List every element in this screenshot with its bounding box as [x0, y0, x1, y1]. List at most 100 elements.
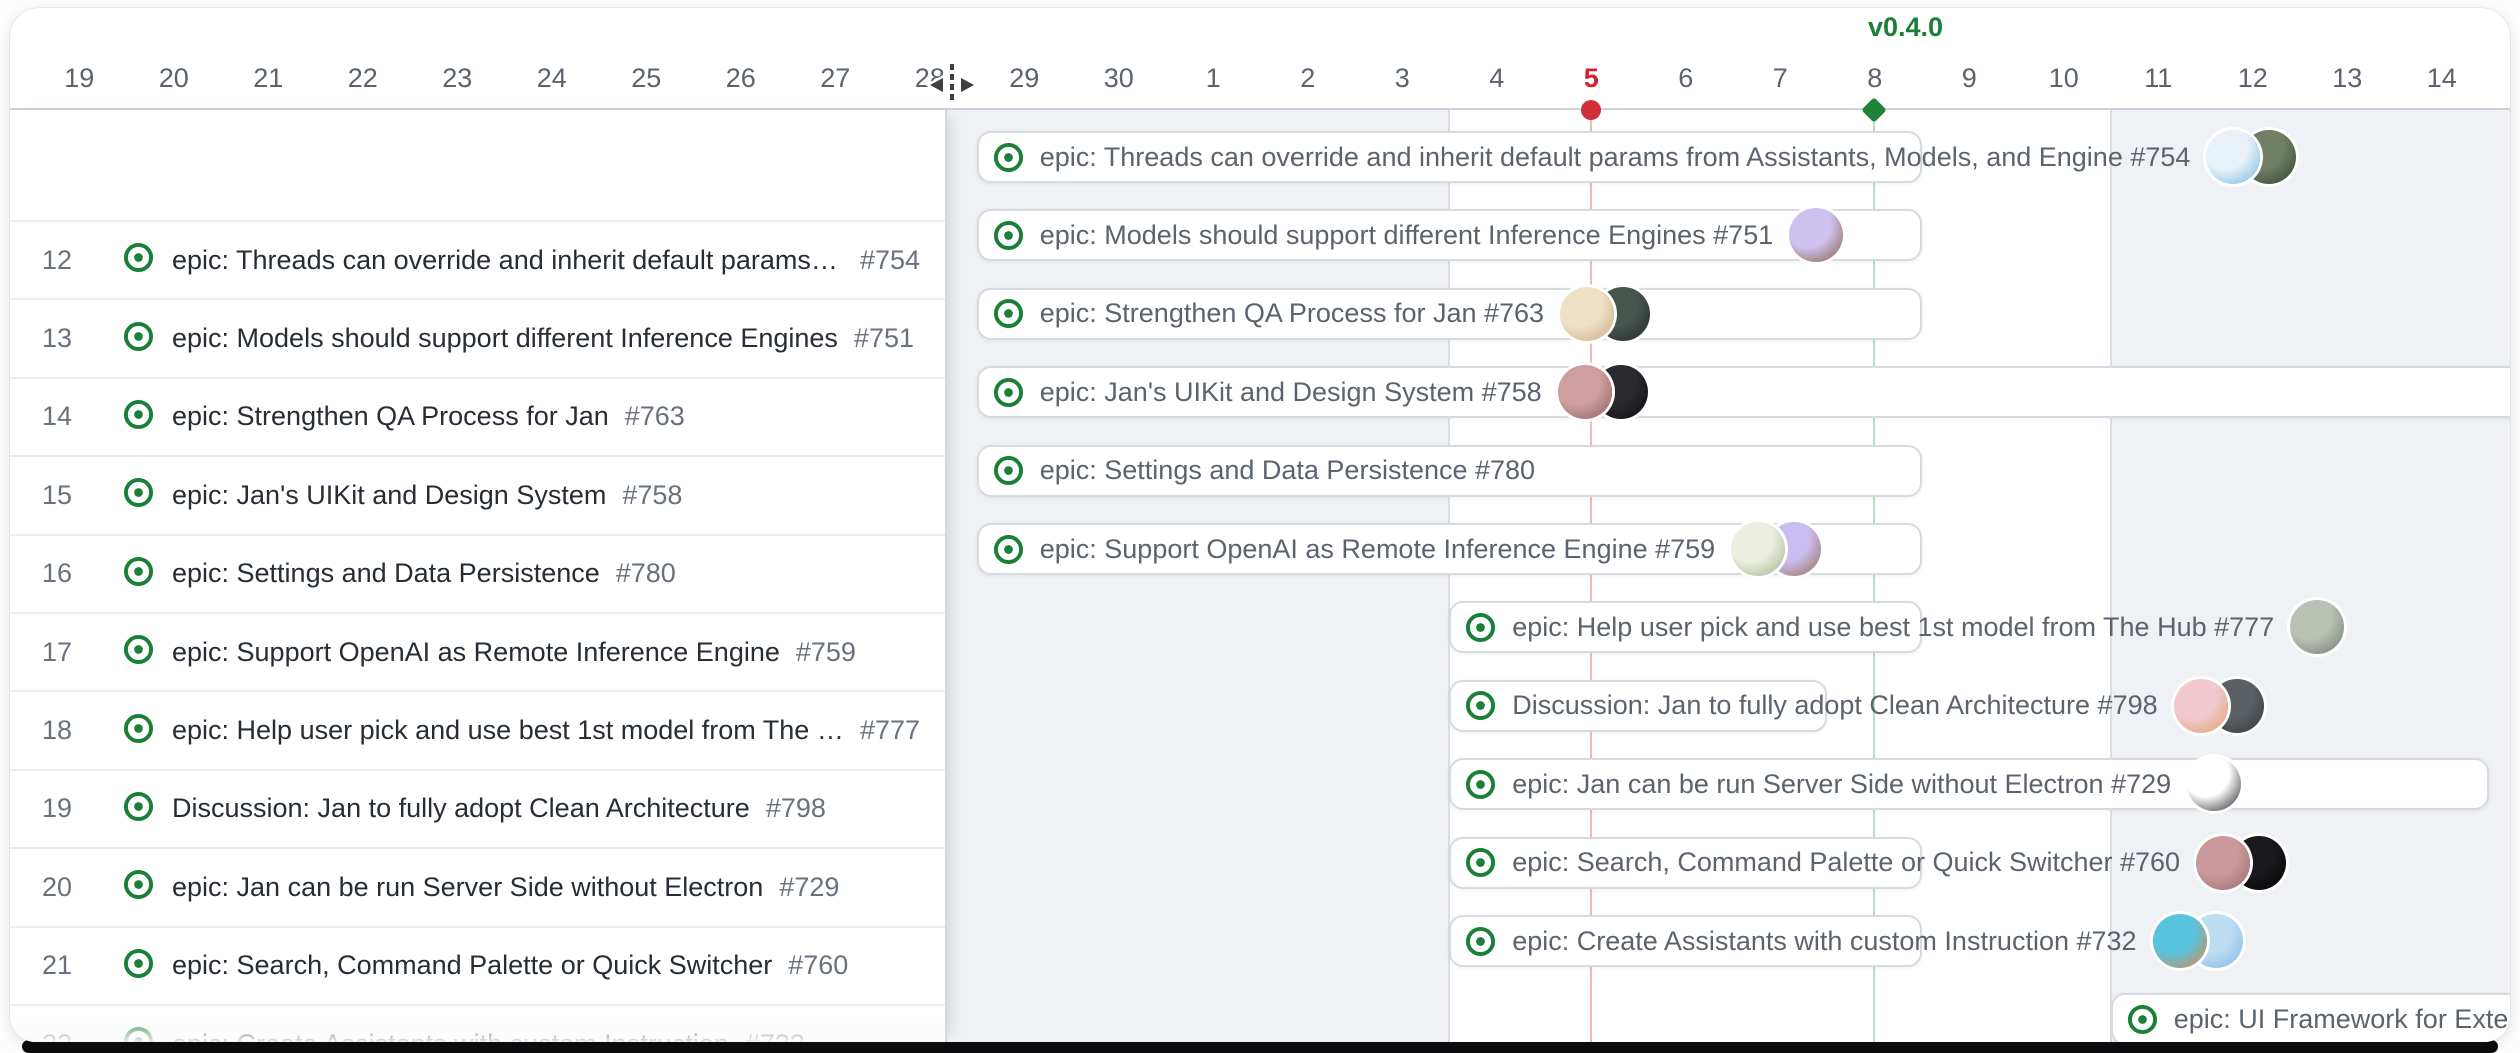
milestone-label[interactable]: v0.4.0: [1868, 12, 1944, 42]
table-row-issue-777[interactable]: 18 epic: Help user pick and use best 1st …: [10, 690, 945, 769]
timeline-bar-issue-729[interactable]: epic: Jan can be run Server Side without…: [1449, 757, 2489, 812]
issues-table-panel: 23epic: UI Framework for Extensions#7572…: [10, 110, 947, 1042]
open-issue-icon: [123, 635, 154, 665]
timeline-bar-issue-759[interactable]: epic: Support OpenAI as Remote Inference…: [976, 522, 1922, 576]
open-issue-icon: [123, 399, 154, 430]
day-label-27: 27: [820, 63, 851, 93]
issue-number: #759: [795, 636, 856, 667]
week-gridline-2: [2110, 110, 2112, 1042]
open-issue-icon: [123, 948, 154, 978]
week-gridline-1: [1448, 110, 1450, 1042]
issue-title[interactable]: epic: Help user pick and use best 1st mo…: [172, 715, 844, 746]
header-divider: [10, 108, 2510, 110]
table-row-issue-758[interactable]: 15 epic: Jan's UIKit and Design System #75…: [10, 455, 945, 534]
timeline-bar-issue-798[interactable]: Discussion: Jan to fully adopt Clean Arc…: [1449, 678, 2264, 733]
issue-title[interactable]: Discussion: Jan to fully adopt Clean Arc…: [172, 793, 750, 824]
day-label-7: 7: [1772, 63, 1788, 93]
table-row-issue-732[interactable]: 22 epic: Create Assistants with custom In…: [10, 1004, 945, 1042]
timeline-bar-issue-780[interactable]: epic: Settings and Data Persistence #780: [976, 444, 1922, 497]
day-label-11: 11: [2144, 63, 2173, 93]
table-row-issue-759[interactable]: 17 epic: Support OpenAI as Remote Inferen…: [10, 612, 945, 691]
timeline-bar-issue-754[interactable]: epic: Threads can override and inherit d…: [976, 130, 2297, 184]
open-issue-icon: [993, 220, 1023, 250]
issue-number: #754: [860, 244, 921, 275]
issue-number: #729: [779, 871, 840, 902]
open-issue-icon: [123, 870, 154, 900]
issue-title[interactable]: epic: Models should support different In…: [172, 323, 838, 354]
row-number: 14: [41, 401, 72, 432]
row-number: 19: [41, 793, 72, 824]
bottom-dock-bar: [22, 1040, 2498, 1053]
open-issue-icon: [1466, 612, 1496, 642]
bar-title: epic: Support OpenAI as Remote Inference…: [1039, 533, 1716, 564]
issue-title[interactable]: epic: Search, Command Palette or Quick S…: [172, 950, 773, 981]
table-row-issue-760[interactable]: 21 epic: Search, Command Palette or Quick…: [10, 925, 945, 1004]
day-label-1: 1: [1205, 63, 1221, 93]
col-resize-cursor-icon: [926, 64, 978, 100]
bar-title: epic: Help user pick and use best 1st mo…: [1512, 611, 2275, 642]
table-row-issue-798[interactable]: 19 Discussion: Jan to fully adopt Clean A…: [10, 768, 945, 848]
day-label-8: 8: [1867, 63, 1883, 93]
table-row-issue-754[interactable]: 12 epic: Threads can override and inherit…: [10, 220, 945, 299]
open-issue-icon: [993, 142, 1023, 172]
issue-title[interactable]: epic: Jan's UIKit and Design System: [172, 479, 607, 510]
timeline-bar-issue-777[interactable]: epic: Help user pick and use best 1st mo…: [1449, 600, 2345, 655]
bar-title: epic: Threads can override and inherit d…: [1039, 141, 2191, 172]
issue-title[interactable]: epic: Threads can override and inherit d…: [172, 244, 844, 275]
day-label-30: 30: [1103, 63, 1134, 93]
issue-title[interactable]: epic: Strengthen QA Process for Jan: [172, 401, 609, 432]
open-issue-icon: [993, 377, 1023, 407]
timeline-bar-issue-760[interactable]: epic: Search, Command Palette or Quick S…: [1449, 835, 2287, 890]
assignee-avatars: [2187, 757, 2242, 812]
row-number: 21: [41, 950, 72, 981]
issue-number: #760: [788, 950, 849, 981]
issue-number: #798: [765, 793, 826, 824]
issue-title[interactable]: epic: Jan can be run Server Side without…: [172, 871, 764, 902]
table-row-issue-729[interactable]: 20 epic: Jan can be run Server Side witho…: [10, 847, 945, 926]
open-issue-icon: [1466, 769, 1496, 799]
avatar-cartoon-beige: [1560, 286, 1615, 341]
open-issue-icon: [123, 556, 154, 586]
bar-title: epic: Settings and Data Persistence #780: [1039, 455, 1536, 486]
open-issue-icon: [1466, 926, 1496, 956]
timeline-bar-content: epic: Create Assistants with custom Inst…: [1451, 914, 2243, 968]
day-label-26: 26: [725, 63, 756, 93]
assignee-avatars: [1557, 365, 1648, 420]
table-row-issue-751[interactable]: 13 epic: Models should support different …: [10, 298, 945, 377]
timeline-bar-issue-763[interactable]: epic: Strengthen QA Process for Jan #763: [976, 286, 1922, 341]
timeline-bar-content: epic: Settings and Data Persistence #780: [979, 447, 1535, 495]
open-issue-icon: [123, 243, 154, 273]
table-row-issue-763[interactable]: 14 epic: Strengthen QA Process for Jan #76…: [10, 376, 945, 456]
day-label-10: 10: [2048, 63, 2079, 93]
timeline-bar-issue-757[interactable]: epic: UI Framework for Extensions #757: [2110, 993, 2510, 1042]
day-label-12: 12: [2237, 63, 2268, 93]
day-label-21: 21: [253, 63, 284, 93]
open-issue-icon: [123, 321, 154, 351]
issue-title[interactable]: epic: Create Assistants with custom Inst…: [172, 1029, 729, 1042]
day-label-13: 13: [2332, 63, 2363, 93]
day-label-5: 5: [1583, 63, 1599, 93]
row-number: 12: [41, 244, 72, 275]
timeline-bar-content: epic: Jan can be run Server Side without…: [1451, 757, 2242, 812]
week-band-shaded-1: [945, 110, 1449, 1042]
avatar-white-cat: [1731, 522, 1786, 576]
timeline-bar-issue-751[interactable]: epic: Models should support different In…: [976, 208, 1922, 263]
open-issue-icon: [123, 1027, 154, 1042]
timeline-bar-issue-732[interactable]: epic: Create Assistants with custom Inst…: [1449, 914, 2243, 968]
avatar-rose: [1557, 365, 1612, 420]
row-number: 16: [41, 558, 72, 589]
issue-title[interactable]: epic: Settings and Data Persistence: [172, 558, 600, 589]
issue-title[interactable]: epic: Support OpenAI as Remote Inference…: [172, 636, 780, 667]
bar-title: epic: Models should support different In…: [1039, 219, 1774, 250]
open-issue-icon: [123, 791, 154, 822]
avatar-cartoon-pink: [2173, 678, 2228, 733]
avatar-dusty-rose: [2196, 835, 2251, 890]
bar-title: epic: Search, Command Palette or Quick S…: [1512, 847, 2181, 878]
open-issue-icon: [123, 713, 154, 743]
assignee-avatars: [2206, 130, 2297, 184]
table-row-issue-780[interactable]: 16 epic: Settings and Data Persistence #78…: [10, 533, 945, 612]
bar-title: epic: Create Assistants with custom Inst…: [1512, 925, 2137, 956]
today-line: [1590, 110, 1592, 1042]
day-label-3: 3: [1394, 63, 1410, 93]
timeline-bar-issue-758[interactable]: epic: Jan's UIKit and Design System #758: [976, 365, 2510, 420]
